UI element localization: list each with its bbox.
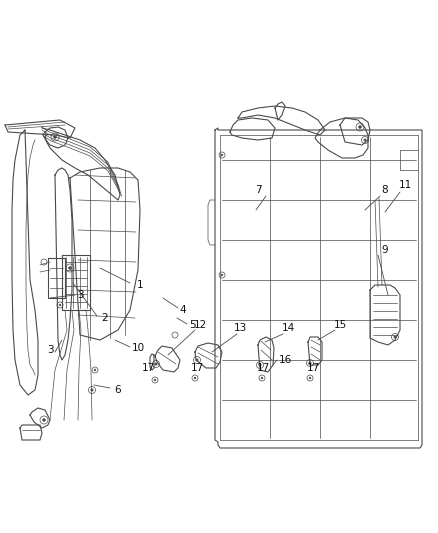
Circle shape: [68, 266, 71, 270]
Circle shape: [394, 336, 396, 338]
Text: 7: 7: [254, 185, 261, 195]
Text: 3: 3: [47, 345, 53, 355]
Text: 5: 5: [190, 320, 196, 330]
Text: 15: 15: [333, 320, 346, 330]
Text: 6: 6: [115, 385, 121, 395]
Circle shape: [42, 418, 46, 422]
Text: 2: 2: [102, 313, 108, 323]
Circle shape: [53, 135, 57, 139]
Text: 17: 17: [191, 363, 204, 373]
Text: 13: 13: [233, 323, 247, 333]
Circle shape: [94, 369, 96, 371]
Text: 9: 9: [381, 245, 389, 255]
Circle shape: [221, 154, 223, 156]
Circle shape: [259, 364, 261, 366]
Text: 17: 17: [256, 363, 270, 373]
Text: 3: 3: [77, 290, 83, 300]
Circle shape: [59, 304, 61, 306]
Circle shape: [155, 363, 157, 365]
Circle shape: [91, 389, 93, 391]
Circle shape: [221, 274, 223, 276]
Text: 14: 14: [281, 323, 295, 333]
Circle shape: [154, 379, 156, 381]
Circle shape: [364, 139, 366, 141]
Circle shape: [261, 377, 263, 379]
Text: 1: 1: [137, 280, 143, 290]
Circle shape: [309, 377, 311, 379]
Text: 17: 17: [141, 363, 155, 373]
Circle shape: [358, 125, 361, 128]
Text: 10: 10: [131, 343, 145, 353]
Text: 16: 16: [279, 355, 292, 365]
Circle shape: [194, 377, 196, 379]
Text: 17: 17: [306, 363, 320, 373]
Text: 11: 11: [399, 180, 412, 190]
Text: 12: 12: [193, 320, 207, 330]
Circle shape: [309, 362, 311, 364]
Circle shape: [196, 359, 198, 361]
Text: 8: 8: [381, 185, 389, 195]
Text: 4: 4: [180, 305, 186, 315]
